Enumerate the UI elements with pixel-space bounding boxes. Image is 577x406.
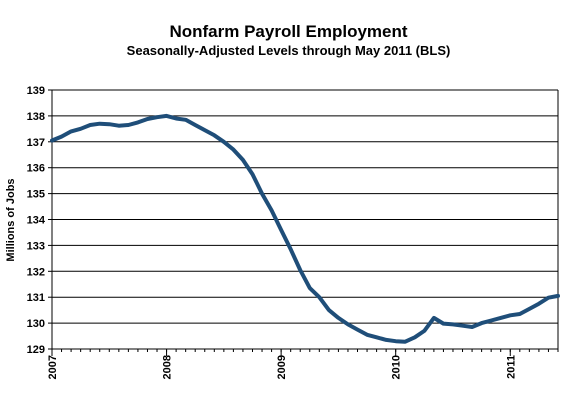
y-tick-label-138: 138 — [27, 111, 45, 123]
y-tick-label-132: 132 — [27, 266, 45, 278]
y-tick-label-139: 139 — [27, 85, 45, 97]
gridlines — [52, 89, 558, 350]
data-point — [61, 136, 62, 138]
data-point — [137, 121, 139, 123]
data-point — [232, 149, 234, 151]
chart-subtitle: Seasonally-Adjusted Levels through May 2… — [126, 43, 451, 58]
data-point — [414, 336, 416, 338]
data-point — [528, 308, 530, 310]
data-point — [442, 323, 444, 325]
data-point — [80, 128, 82, 130]
data-point — [204, 129, 206, 131]
data-point — [366, 334, 368, 336]
data-point — [490, 320, 492, 321]
y-tick-label-136: 136 — [27, 163, 45, 175]
data-point — [166, 115, 168, 117]
data-point — [175, 118, 177, 119]
data-point — [299, 269, 301, 271]
y-tick-label-133: 133 — [27, 240, 45, 252]
data-point — [385, 339, 387, 341]
data-point — [194, 124, 196, 126]
data-point — [423, 330, 425, 332]
data-point — [433, 317, 435, 319]
y-tick-label-131: 131 — [27, 292, 45, 304]
data-point — [357, 329, 358, 331]
data-point — [337, 317, 339, 319]
data-point — [462, 325, 463, 327]
data-point — [51, 140, 53, 141]
data-point — [185, 119, 187, 121]
data-point — [395, 340, 397, 342]
data-point — [328, 309, 330, 311]
x-tick-label-2010: 2010 — [391, 355, 403, 379]
x-tick-label-2009: 2009 — [276, 355, 288, 379]
data-point — [290, 248, 292, 250]
data-point — [519, 313, 521, 315]
y-tick-label-129: 129 — [27, 344, 45, 356]
data-point — [318, 296, 320, 298]
data-point — [70, 130, 72, 132]
data-point — [213, 134, 215, 136]
data-point — [471, 326, 473, 328]
data-point — [538, 303, 540, 305]
series-line-0 — [50, 113, 560, 344]
x-tick-label-2008: 2008 — [162, 355, 174, 379]
data-point — [452, 323, 454, 325]
axes — [48, 89, 559, 356]
data-point — [223, 141, 225, 143]
y-tick-label-135: 135 — [27, 189, 45, 201]
data-point — [242, 159, 244, 161]
data-point — [309, 287, 311, 289]
data-point — [376, 336, 378, 338]
y-axis-label: Millions of Jobs — [5, 178, 17, 261]
y-tick-label-130: 130 — [27, 318, 45, 330]
y-tick-label-134: 134 — [27, 215, 46, 227]
data-point — [271, 209, 273, 211]
data-point — [99, 123, 101, 125]
y-tick-labels: 129 130 131 132 133 134 135 136 137 138 139 — [27, 85, 46, 356]
data-point — [347, 323, 349, 325]
series-layer — [50, 113, 560, 344]
data-point — [156, 116, 158, 118]
x-tick-label-2007: 2007 — [47, 355, 59, 379]
data-point — [147, 118, 148, 120]
x-tick-labels: 2007 2008 2009 2010 2011 — [47, 355, 517, 379]
data-point — [557, 295, 559, 297]
data-point — [127, 124, 129, 126]
x-tick-label-2011: 2011 — [505, 355, 517, 379]
data-point — [547, 297, 549, 299]
chart-title: Nonfarm Payroll Employment — [169, 22, 408, 41]
data-point — [481, 322, 483, 324]
data-point — [89, 124, 91, 126]
data-point — [280, 229, 282, 231]
data-point — [404, 341, 406, 343]
data-point — [108, 123, 110, 125]
data-point — [261, 193, 263, 195]
data-point — [252, 173, 253, 175]
data-point — [118, 125, 120, 127]
data-point — [509, 314, 511, 316]
data-point — [500, 317, 502, 319]
y-tick-label-137: 137 — [27, 137, 45, 149]
